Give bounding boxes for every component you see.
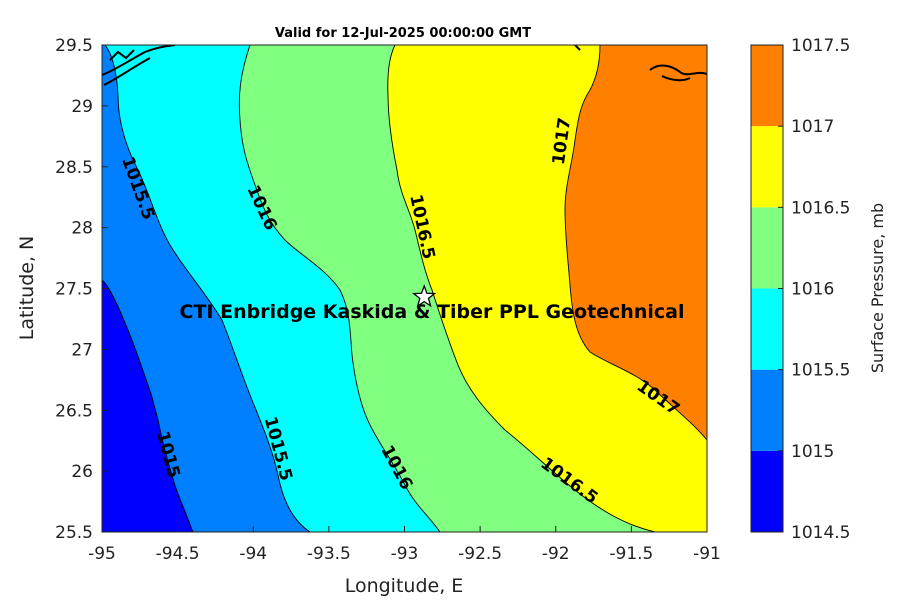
- colorbar-swatch: [751, 288, 783, 370]
- contour-line-1015-5: [104, 45, 311, 532]
- coastline-west: [102, 45, 176, 76]
- colorbar-tick-label: 1017: [791, 117, 834, 137]
- y-tick-label: 27.5: [55, 280, 93, 300]
- colorbar: 1014.5 1015 1015.5 1016 1016.5 1017 1017.5: [750, 36, 850, 543]
- contour-fill-area: 1015.5 1016 1016.5 1017 1015 1015.5 1016…: [102, 45, 707, 532]
- x-tick-label: -93: [391, 544, 419, 564]
- coastline: [102, 45, 707, 86]
- colorbar-swatch: [751, 126, 783, 208]
- colorbar-tick-label: 1015: [791, 442, 834, 462]
- contour-line-1016: [238, 45, 441, 532]
- contour-lines: [102, 45, 707, 532]
- coastline-east-inner: [661, 75, 691, 82]
- x-tick-label: -92: [542, 544, 570, 564]
- y-tick-label: 27: [71, 340, 93, 360]
- x-tick-label: -94.5: [156, 544, 200, 564]
- colorbar-swatch: [751, 369, 783, 451]
- y-tick-label: 29.5: [55, 36, 93, 56]
- x-tick-label: -91.5: [609, 544, 653, 564]
- y-tick-label: 28.5: [55, 158, 93, 178]
- y-tick-label: 25.5: [55, 523, 93, 543]
- contour-line-1015: [102, 279, 194, 532]
- x-tick-label: -92.5: [458, 544, 502, 564]
- colorbar-tick-label: 1014.5: [791, 523, 850, 543]
- colorbar-tick-label: 1016: [791, 280, 834, 300]
- y-axis: 25.5 26 26.5 27 27.5 28 28.5 29 29.5: [55, 36, 108, 543]
- x-axis-label: Longitude, E: [345, 575, 464, 597]
- colorbar-swatch: [751, 207, 783, 289]
- coastline-mid: [574, 45, 581, 51]
- y-tick-label: 29: [71, 97, 93, 117]
- x-tick-label: -95: [88, 544, 116, 564]
- colorbar-tick-label: 1016.5: [791, 198, 850, 218]
- site-star-marker[interactable]: [411, 284, 437, 308]
- colorbar-swatch: [751, 450, 783, 532]
- x-tick-label: -91: [693, 544, 721, 564]
- contour-line-1017: [564, 45, 707, 441]
- map-title: Valid for 12-Jul-2025 00:00:00 GMT: [275, 26, 531, 41]
- site-label: CTI Enbridge Kaskida & Tiber PPL Geotech…: [180, 301, 685, 323]
- x-tick-label: -94: [239, 544, 267, 564]
- y-tick-label: 28: [71, 219, 93, 239]
- coastline-west-detail: [109, 49, 135, 61]
- y-axis-label: Latitude, N: [16, 236, 38, 341]
- colorbar-swatch: [751, 45, 783, 127]
- contour-line-1016-5: [387, 45, 656, 532]
- pressure-band-1017-5: [565, 45, 707, 440]
- colorbar-label: Surface Pressure, mb: [868, 203, 887, 373]
- coastline-west-inner: [103, 57, 151, 86]
- x-axis: -95 -94.5 -94 -93.5 -93 -92.5 -92 -91.5 -91: [88, 526, 721, 564]
- coastline-east: [649, 64, 707, 76]
- x-tick-label: -93.5: [307, 544, 351, 564]
- y-tick-label: 26: [71, 462, 93, 482]
- y-tick-label: 26.5: [55, 401, 93, 421]
- colorbar-tick-label: 1017.5: [791, 36, 850, 56]
- colorbar-tick-label: 1015.5: [791, 361, 850, 381]
